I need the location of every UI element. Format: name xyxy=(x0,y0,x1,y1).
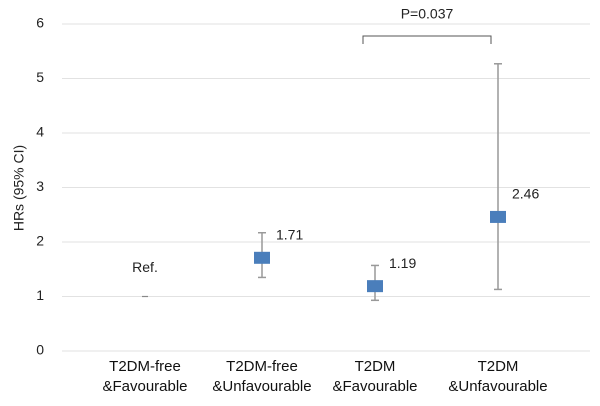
reference-label: Ref. xyxy=(132,259,158,275)
significance-bracket xyxy=(362,35,492,44)
y-tick-label: 4 xyxy=(36,124,44,140)
point-marker xyxy=(367,280,383,293)
y-tick-label: 2 xyxy=(36,233,44,249)
p-value-label: P=0.037 xyxy=(401,6,454,22)
value-label: 2.46 xyxy=(512,186,539,202)
y-tick-label: 3 xyxy=(36,178,44,194)
x-tick-label: T2DM &Favourable xyxy=(332,358,418,395)
y-axis-title: HRs (95% CI) xyxy=(11,145,27,231)
y-tick-label: 0 xyxy=(36,342,44,358)
x-tick-label: T2DM &Unfavourable xyxy=(448,358,548,395)
y-tick-label: 1 xyxy=(36,287,44,303)
point-marker xyxy=(490,210,506,223)
x-tick-label: T2DM-free &Favourable xyxy=(102,358,188,395)
y-tick-label: 5 xyxy=(36,69,44,85)
value-label: 1.19 xyxy=(389,255,416,271)
value-label: 1.71 xyxy=(276,227,303,243)
point-marker xyxy=(254,251,270,264)
x-tick-label: T2DM-free &Unfavourable xyxy=(212,358,312,395)
y-tick-label: 6 xyxy=(36,15,44,31)
